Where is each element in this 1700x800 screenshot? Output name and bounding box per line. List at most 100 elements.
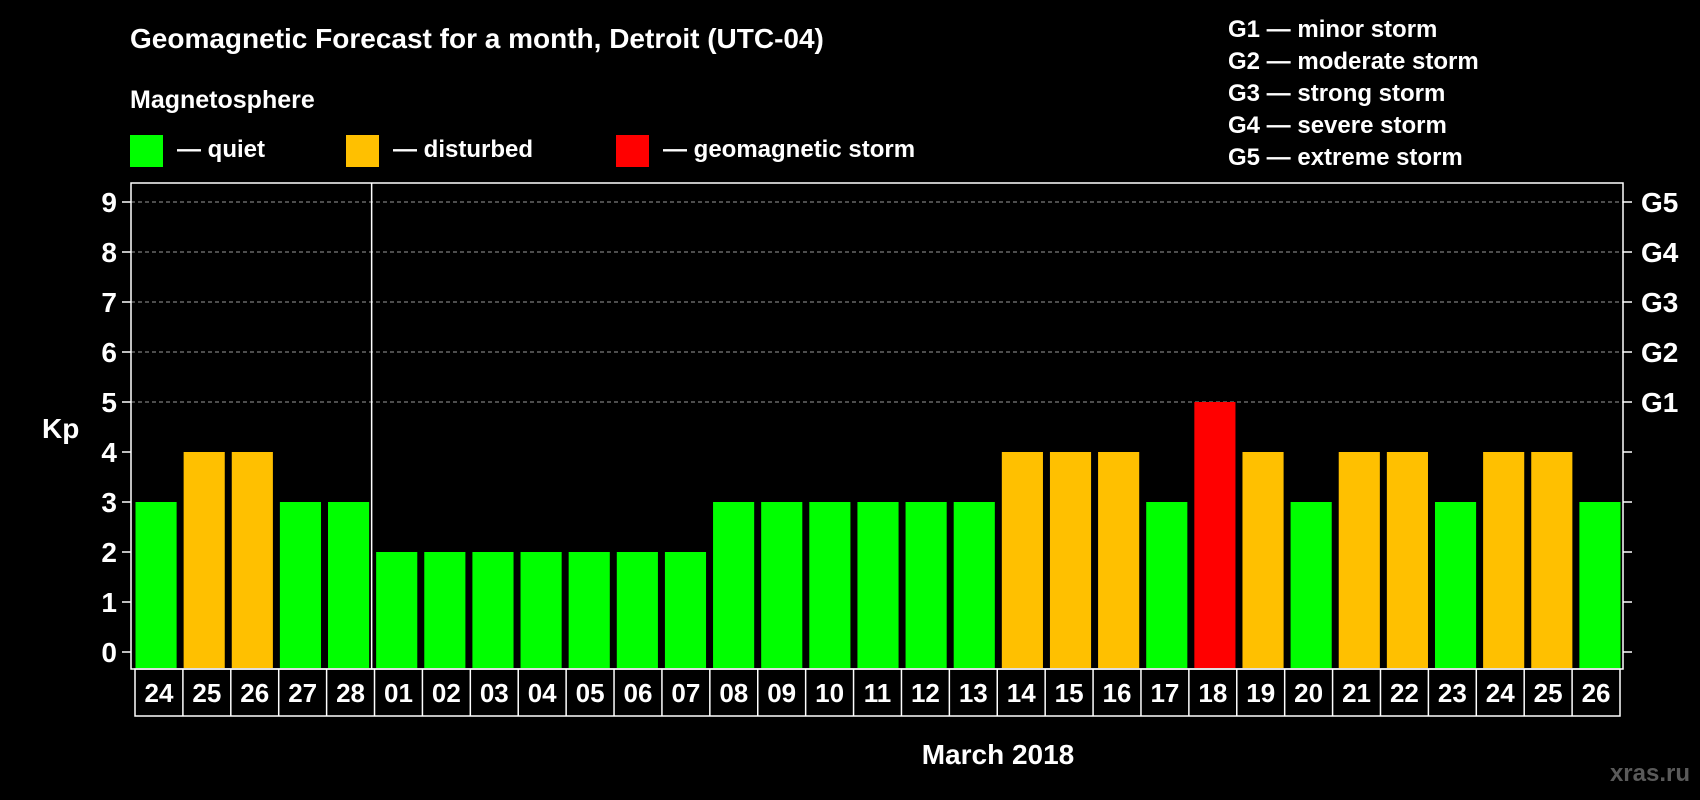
- bar-13: [713, 502, 755, 668]
- x-tick-label-9: 04: [528, 678, 557, 708]
- right-tick-label-g2: G2: [1641, 337, 1678, 368]
- bar-1: [135, 502, 177, 668]
- x-tick-label-15: 10: [815, 678, 844, 708]
- legend-label-disturbed: — disturbed: [393, 136, 533, 163]
- y-tick-label-1: 1: [101, 587, 117, 618]
- bar-26: [1338, 452, 1380, 668]
- y-tick-label-9: 9: [101, 187, 117, 218]
- bar-29: [1483, 452, 1525, 668]
- x-tick-label-18: 13: [959, 678, 988, 708]
- legend-swatch-quiet: [130, 135, 163, 167]
- bar-2: [183, 452, 225, 668]
- right-tick-label-g4: G4: [1641, 237, 1679, 268]
- x-tick-label-29: 24: [1486, 678, 1515, 708]
- x-tick-label-2: 25: [192, 678, 221, 708]
- storm-scale-g5: G5 — extreme storm: [1228, 144, 1463, 171]
- bar-3: [231, 452, 273, 668]
- x-tick-label-28: 23: [1438, 678, 1467, 708]
- x-tick-label-13: 08: [719, 678, 748, 708]
- x-tick-label-26: 21: [1342, 678, 1371, 708]
- right-tick-label-g1: G1: [1641, 387, 1678, 418]
- bar-17: [905, 502, 947, 668]
- bars: [135, 402, 1621, 668]
- x-tick-label-21: 16: [1103, 678, 1132, 708]
- x-tick-label-23: 18: [1198, 678, 1227, 708]
- bar-10: [568, 552, 610, 668]
- bar-21: [1098, 452, 1140, 668]
- y-tick-label-3: 3: [101, 487, 117, 518]
- x-tick-label-11: 06: [624, 678, 653, 708]
- bar-8: [472, 552, 514, 668]
- bar-9: [520, 552, 562, 668]
- x-tick-label-25: 20: [1294, 678, 1323, 708]
- bar-31: [1579, 502, 1621, 668]
- x-tick-label-27: 22: [1390, 678, 1419, 708]
- bar-14: [761, 502, 803, 668]
- legend: — quiet — disturbed — geomagnetic storm: [130, 135, 915, 167]
- bar-11: [616, 552, 658, 668]
- bar-28: [1434, 502, 1477, 668]
- y-tick-label-8: 8: [101, 237, 117, 268]
- legend-swatch-storm: [616, 135, 649, 167]
- x-cells-frame: [134, 668, 1621, 717]
- x-tick-label-22: 17: [1150, 678, 1179, 708]
- y-tick-label-2: 2: [101, 537, 117, 568]
- y-tick-label-5: 5: [101, 387, 117, 418]
- x-tick-label-4: 27: [288, 678, 317, 708]
- bar-15: [809, 502, 851, 668]
- x-tick-label-24: 19: [1246, 678, 1275, 708]
- bar-23: [1194, 402, 1236, 668]
- grid: [131, 201, 1623, 403]
- y-axis-label: Kp: [42, 413, 79, 444]
- x-tick-label-5: 28: [336, 678, 365, 708]
- x-tick-label-12: 07: [671, 678, 700, 708]
- legend-label-quiet: — quiet: [177, 136, 265, 163]
- bar-25: [1290, 502, 1332, 668]
- bar-24: [1242, 452, 1284, 668]
- bar-18: [953, 502, 995, 668]
- legend-label-storm: — geomagnetic storm: [663, 136, 915, 163]
- storm-scale-g3: G3 — strong storm: [1228, 80, 1445, 107]
- y-tick-label-6: 6: [101, 337, 117, 368]
- storm-scale-legend: G1 — minor storm G2 — moderate storm G3 …: [1228, 16, 1479, 171]
- chart-title: Geomagnetic Forecast for a month, Detroi…: [130, 23, 824, 54]
- x-tick-label-30: 25: [1534, 678, 1563, 708]
- bar-27: [1386, 452, 1428, 668]
- y-tick-label-0: 0: [101, 637, 117, 668]
- storm-scale-g1: G1 — minor storm: [1228, 16, 1437, 43]
- x-tick-label-10: 05: [576, 678, 605, 708]
- watermark: xras.ru: [1610, 760, 1690, 787]
- storm-scale-g4: G4 — severe storm: [1228, 112, 1447, 139]
- bar-20: [1049, 452, 1092, 668]
- bar-19: [1001, 452, 1043, 668]
- chart-subtitle: Magnetosphere: [130, 86, 315, 114]
- x-tick-label-6: 01: [384, 678, 413, 708]
- x-tick-label-1: 24: [144, 678, 173, 708]
- x-axis-label: March 2018: [922, 739, 1075, 770]
- right-tick-label-g3: G3: [1641, 287, 1678, 318]
- x-tick-label-16: 11: [864, 678, 892, 708]
- x-tick-label-7: 02: [432, 678, 461, 708]
- bar-4: [279, 502, 322, 668]
- y-tick-label-4: 4: [101, 437, 117, 468]
- x-date-cells: 24 25 26 27 28 01 02 03 04 05 06 07 08 09 10 11 12 13 14 15…: [134, 668, 1621, 717]
- bar-30: [1531, 452, 1573, 668]
- x-tick-label-8: 03: [480, 678, 509, 708]
- x-tick-label-17: 12: [911, 678, 940, 708]
- bar-16: [857, 502, 899, 668]
- bar-12: [664, 552, 707, 668]
- bar-22: [1146, 502, 1188, 668]
- x-tick-label-19: 14: [1007, 678, 1036, 708]
- storm-scale-g2: G2 — moderate storm: [1228, 48, 1479, 75]
- y-tick-label-7: 7: [101, 287, 117, 318]
- x-tick-label-20: 15: [1055, 678, 1084, 708]
- x-tick-label-3: 26: [240, 678, 269, 708]
- x-tick-label-14: 09: [767, 678, 796, 708]
- right-tick-label-g5: G5: [1641, 187, 1678, 218]
- bar-5: [328, 502, 370, 668]
- bar-6: [376, 552, 418, 668]
- legend-swatch-disturbed: [346, 135, 379, 167]
- x-tick-label-31: 26: [1582, 678, 1611, 708]
